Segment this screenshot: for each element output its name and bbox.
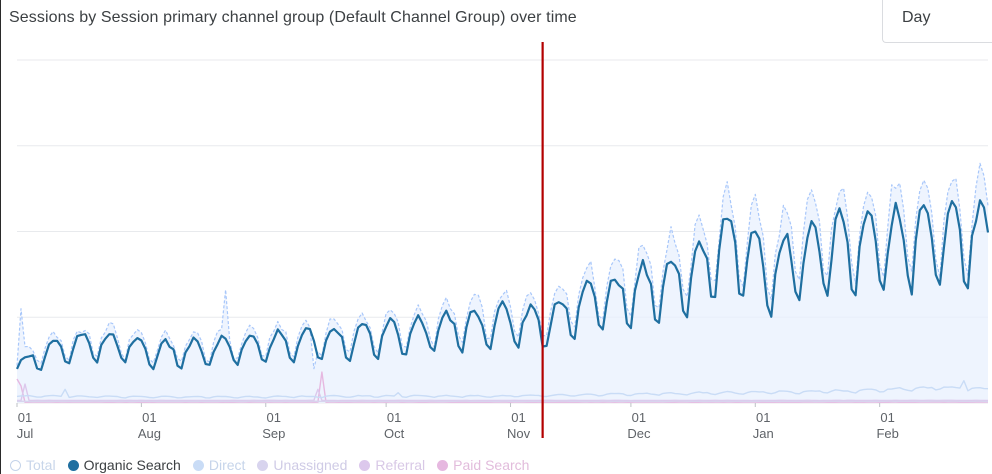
x-tick-month: Dec (627, 426, 651, 441)
legend-item-paid[interactable]: Paid Search (437, 457, 529, 473)
legend-dot-organic (67, 459, 79, 471)
x-tick-month: Jul (17, 426, 34, 441)
legend-dot-referral (359, 459, 371, 471)
total-area (17, 163, 988, 403)
legend-label-paid: Paid Search (453, 457, 530, 473)
legend-label-unassigned: Unassigned (273, 457, 348, 473)
x-tick-day: 01 (511, 410, 525, 425)
x-tick-day: 01 (756, 410, 770, 425)
x-tick-month: Feb (876, 426, 898, 441)
x-tick-day: 01 (142, 410, 156, 425)
series-line-referral (16, 383, 988, 402)
legend-label-total: Total (26, 457, 56, 473)
series-line-organic (15, 199, 990, 371)
x-tick-day: 01 (387, 410, 401, 425)
legend-dot-paid (437, 459, 449, 471)
legend-item-referral[interactable]: Referral (359, 457, 425, 473)
x-tick-day: 01 (267, 410, 281, 425)
x-tick-month: Nov (507, 426, 531, 441)
x-tick-day: 01 (18, 410, 32, 425)
legend-item-unassigned[interactable]: Unassigned (257, 457, 347, 473)
series-line-total (16, 162, 989, 370)
legend-label-direct: Direct (208, 457, 246, 473)
chart-legend: Total Organic Search Direct Unassigned Refer… (10, 457, 529, 473)
series-line-paid (16, 371, 988, 403)
legend-label-organic: Organic Search (83, 457, 181, 473)
x-tick-month: Jan (753, 426, 774, 441)
x-tick-month: Sep (262, 426, 285, 441)
x-tick-day: 01 (880, 410, 894, 425)
legend-label-referral: Referral (375, 457, 426, 473)
legend-item-direct[interactable]: Direct (192, 457, 246, 473)
legend-dot-total (10, 459, 21, 471)
series-layer (15, 162, 990, 403)
x-tick-month: Aug (138, 426, 161, 441)
legend-item-organic[interactable]: Organic Search (67, 457, 181, 473)
legend-dot-unassigned (257, 459, 269, 471)
legend-dot-direct (192, 459, 204, 471)
x-tick-day: 01 (632, 410, 646, 425)
legend-item-total[interactable]: Total (10, 457, 56, 473)
granularity-dropdown[interactable]: Day (882, 0, 992, 43)
series-line-direct (16, 380, 989, 399)
chart-title: Sessions by Session primary channel grou… (9, 9, 577, 26)
x-tick-month: Oct (384, 426, 405, 441)
